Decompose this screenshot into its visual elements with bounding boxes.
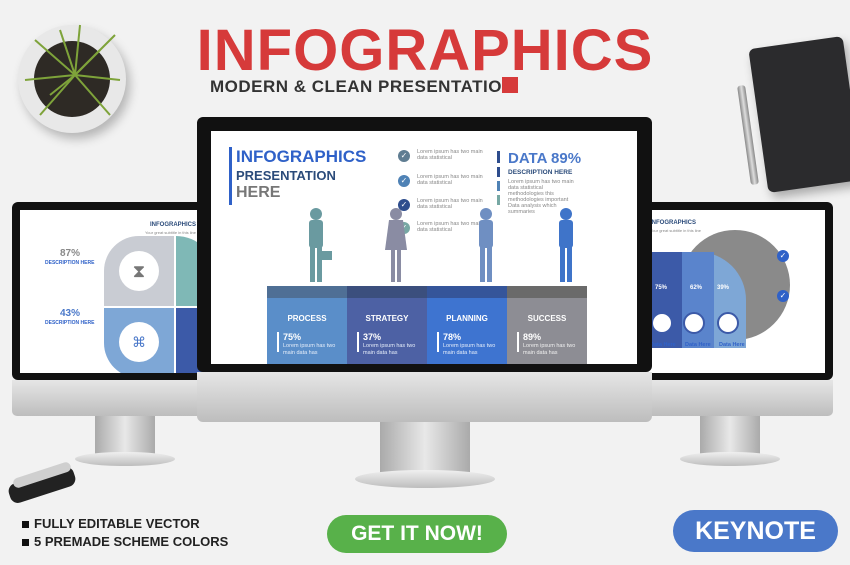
right-label-3: Data Here	[719, 342, 745, 348]
step-top-4	[507, 286, 587, 298]
left-monitor-base	[75, 452, 175, 466]
step-desc-planning: Lorem ipsum has two main data has	[443, 343, 496, 356]
step-divider-2	[357, 332, 359, 352]
check-line-1a: Lorem ipsum has two main	[417, 149, 483, 155]
check-icon-3: ✓	[398, 199, 410, 211]
step-divider-1	[277, 332, 279, 352]
right-arc-seg-2	[682, 252, 714, 348]
step-pct-planning: 78%	[443, 332, 462, 342]
data-bar-4	[497, 195, 500, 205]
data-line-4: methodologies important	[508, 197, 569, 203]
data-line-1: Lorem ipsum has two main	[508, 179, 574, 185]
step-desc-success: Lorem ipsum has two main data has	[523, 343, 576, 356]
step-label-strategy: STRATEGY	[365, 314, 409, 323]
slide-title: INFOGRAPHICS	[236, 147, 367, 166]
check-line-3a: Lorem ipsum has two main	[417, 198, 483, 204]
center-monitor-stand	[380, 422, 470, 474]
right-slide-title: INFOGRAPHICS	[650, 220, 697, 226]
right-screen: INFOGRAPHICS Your great subtitle in this…	[645, 210, 825, 373]
page-title: INFOGRAPHICS	[196, 18, 654, 83]
step-block-success: SUCCESS 89% Lorem ipsum has two main dat…	[507, 298, 587, 364]
check-line-2b: data statistical	[417, 180, 452, 186]
feature-bullet-2	[22, 539, 29, 546]
title-bar	[229, 147, 232, 205]
step-top-2	[347, 286, 427, 298]
data-line-2: data statistical	[508, 185, 543, 191]
data-line-3: methodologies this	[508, 191, 554, 197]
right-circle-1	[651, 312, 673, 334]
left-screen: INFOGRAPHICS Your great subtitle in this…	[20, 210, 210, 373]
check-line-2a: Lorem ipsum has two main	[417, 174, 483, 180]
business-figures-icon	[309, 208, 573, 282]
left-monitor-chin	[12, 380, 217, 416]
left-stat-desc-1: DESCRIPTION HERE	[45, 260, 95, 266]
feature-1: FULLY EDITABLE VECTOR	[34, 516, 200, 531]
right-arc-seg-1	[650, 252, 682, 348]
check-icon-1: ✓	[398, 150, 410, 162]
step-top-3	[427, 286, 507, 298]
slide-subtitle-2: HERE	[236, 184, 281, 201]
center-monitor-base	[355, 470, 495, 488]
accent-square	[502, 77, 518, 93]
right-check-icon-2: ✓	[777, 290, 789, 302]
left-slide-caption: Your great subtitle in this line	[145, 230, 196, 235]
step-divider-3	[437, 332, 439, 352]
data-bar-1	[497, 151, 500, 163]
data-bar-3	[497, 181, 500, 191]
check-line-1b: data statistical	[417, 155, 452, 161]
step-label-success: SUCCESS	[527, 314, 567, 323]
check-line-4a: Lorem ipsum has two main	[417, 221, 483, 227]
step-label-planning: PLANNING	[446, 314, 488, 323]
data-desc: DESCRIPTION HERE	[508, 169, 573, 176]
right-circle-2	[683, 312, 705, 334]
right-pct-1: 75%	[655, 285, 668, 291]
step-divider-4	[517, 332, 519, 352]
get-it-now-button[interactable]: GET IT NOW!	[327, 515, 507, 553]
data-bar-2	[497, 167, 500, 177]
right-monitor-stand	[700, 416, 760, 456]
feature-2: 5 PREMADE SCHEME COLORS	[34, 534, 229, 549]
data-title: DATA 89%	[508, 150, 582, 167]
data-line-5: Data analysis which	[508, 203, 557, 209]
right-monitor-base	[680, 452, 780, 466]
step-desc-strategy: Lorem ipsum has two main data has	[363, 343, 416, 356]
step-block-process: PROCESS 75% Lorem ipsum has two main dat…	[267, 298, 347, 364]
right-slide-caption: Your great subtitle in this line	[650, 228, 701, 233]
plant-leaves-icon	[24, 24, 121, 116]
left-monitor-stand	[95, 416, 155, 456]
check-line-4b: data statistical	[417, 227, 452, 233]
left-stat-pct-2: 43%	[60, 308, 81, 319]
right-label-1: Data Here	[650, 342, 676, 348]
center-screen: INFOGRAPHICS PRESENTATION HERE ✓ Lorem i…	[211, 131, 637, 364]
keynote-badge[interactable]: KEYNOTE	[673, 510, 838, 552]
step-label-process: PROCESS	[287, 314, 327, 323]
left-stat-desc-2: DESCRIPTION HERE	[45, 320, 95, 326]
data-line-6: summaries	[508, 209, 535, 215]
right-pct-3: 39%	[717, 285, 730, 291]
slide-subtitle-1: PRESENTATION	[236, 168, 336, 183]
right-check-icon-1: ✓	[777, 250, 789, 262]
check-line-3b: data statistical	[417, 204, 452, 210]
step-pct-strategy: 37%	[363, 332, 382, 342]
step-desc-process: Lorem ipsum has two main data has	[283, 343, 336, 356]
right-monitor-chin	[638, 380, 833, 416]
center-monitor-chin	[197, 372, 652, 422]
right-pct-2: 62%	[690, 285, 703, 291]
network-icon: ⌘	[119, 322, 159, 362]
right-label-2: Data Here	[685, 342, 711, 348]
step-block-strategy: STRATEGY 37% Lorem ipsum has two main da…	[347, 298, 427, 364]
feature-bullet-1	[22, 521, 29, 528]
check-icon-2: ✓	[398, 175, 410, 187]
step-pct-success: 89%	[523, 332, 542, 342]
right-circle-3	[717, 312, 739, 334]
left-stat-pct-1: 87%	[60, 248, 81, 259]
step-top-1	[267, 286, 347, 298]
step-pct-process: 75%	[283, 332, 302, 342]
step-block-planning: PLANNING 78% Lorem ipsum has two main da…	[427, 298, 507, 364]
page-subtitle: MODERN & CLEAN PRESENTATION	[210, 77, 515, 96]
left-slide-title: INFOGRAPHICS	[150, 222, 197, 228]
hourglass-icon: ⧗	[119, 251, 159, 291]
